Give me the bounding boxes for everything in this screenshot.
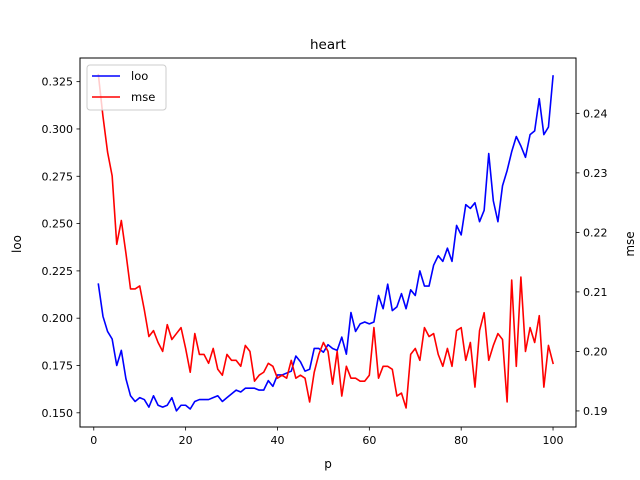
chart-title: heart xyxy=(310,37,346,53)
y-left-tick-label: 0.275 xyxy=(42,170,74,183)
y-left-tick-label: 0.250 xyxy=(42,218,74,231)
y-axis-right-label: mse xyxy=(623,231,637,256)
y-axis-right: 0.19 0.20 0.21 0.22 0.23 0.24 xyxy=(576,107,608,418)
legend-label-loo: loo xyxy=(131,69,148,83)
y-axis-left-label: loo xyxy=(10,235,24,253)
x-axis-label: p xyxy=(324,457,332,471)
x-tick-label: 100 xyxy=(543,434,564,447)
x-tick-label: 80 xyxy=(454,434,468,447)
y-right-tick-label: 0.24 xyxy=(583,107,608,120)
y-right-tick-label: 0.20 xyxy=(583,345,608,358)
legend: loo mse xyxy=(86,64,167,111)
plot-area xyxy=(97,73,555,412)
y-left-tick-label: 0.150 xyxy=(42,407,74,420)
x-tick-label: 20 xyxy=(179,434,193,447)
x-axis: 0 20 40 60 80 100 xyxy=(90,427,564,447)
y-right-tick-label: 0.22 xyxy=(583,226,608,239)
y-right-tick-label: 0.21 xyxy=(583,286,608,299)
x-tick-label: 0 xyxy=(90,434,97,447)
y-left-tick-label: 0.225 xyxy=(42,265,74,278)
y-left-tick-label: 0.175 xyxy=(42,360,74,373)
y-left-tick-label: 0.300 xyxy=(42,123,74,136)
y-axis-left: 0.150 0.175 0.200 0.225 0.250 0.275 0.300 0.325 xyxy=(42,76,80,420)
y-left-tick-label: 0.200 xyxy=(42,312,74,325)
plot-frame xyxy=(79,57,577,428)
y-right-tick-label: 0.23 xyxy=(583,167,608,180)
x-tick-label: 60 xyxy=(362,434,376,447)
y-left-tick-label: 0.325 xyxy=(42,76,74,89)
x-tick-label: 40 xyxy=(270,434,284,447)
series-line-mse xyxy=(97,73,555,409)
y-right-tick-label: 0.19 xyxy=(583,405,608,418)
legend-label-mse: mse xyxy=(131,90,155,104)
